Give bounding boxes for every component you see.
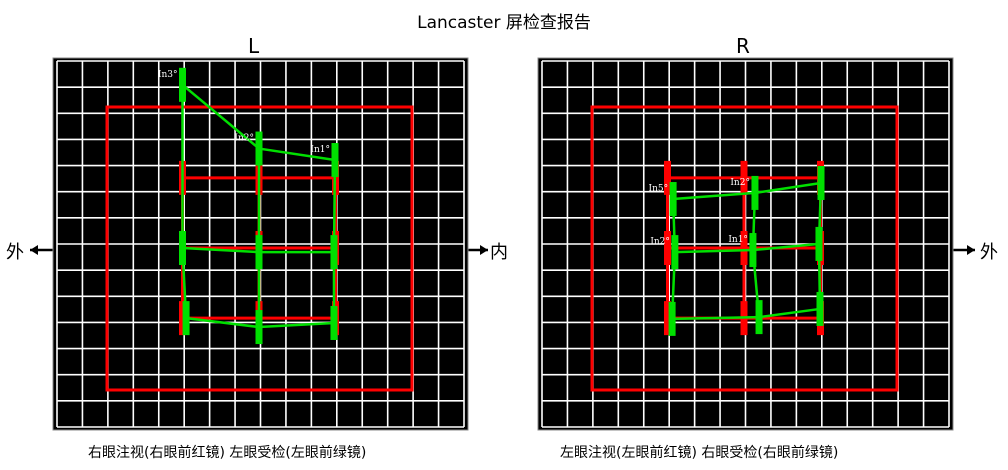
green-deviation-connector: [185, 316, 260, 329]
outer-direction-left-label: 外: [6, 242, 24, 263]
green-deviation-connector: [258, 321, 335, 329]
red-fixation-marker: [664, 301, 671, 336]
green-deviation-connector: [754, 181, 822, 195]
green-deviation-marker: [749, 233, 757, 268]
red-reference-frame: [105, 105, 414, 392]
green-deviation-marker: [255, 131, 263, 166]
green-deviation-marker: [179, 67, 186, 102]
green-deviation-marker: [671, 235, 679, 270]
red-fixation-marker: [179, 301, 186, 336]
panel-L: In3° In2° In1°: [52, 57, 469, 431]
left-eye-label: L: [248, 34, 260, 58]
green-deviation-marker: [255, 235, 263, 270]
green-deviation-marker: [668, 301, 676, 336]
red-fixation-marker: [740, 231, 748, 265]
right-panel-caption: 左眼注视(左眼前红镜) 右眼受检(右眼前绿镜): [560, 445, 839, 461]
green-deviation-connector: [182, 246, 260, 254]
green-deviation-connector: [673, 191, 756, 201]
green-deviation-connector: [758, 307, 821, 319]
left-panel-caption: 右眼注视(右眼前红镜) 左眼受检(左眼前绿镜): [88, 445, 367, 461]
arrowhead-icon: [480, 245, 488, 255]
report-title: Lancaster 屏检查报告: [417, 13, 591, 33]
green-deviation-marker: [816, 291, 824, 326]
green-deviation-marker: [755, 300, 763, 335]
right-eye-label: R: [736, 34, 750, 58]
green-deviation-marker: [182, 301, 190, 336]
red-reference-frame: [590, 105, 899, 392]
arrowhead-icon: [30, 245, 38, 255]
inner-direction-label: 内: [490, 242, 508, 263]
outer-direction-right-label: 外: [980, 242, 998, 263]
green-deviation-connector: [258, 147, 336, 162]
green-deviation-marker: [179, 231, 186, 265]
panel-R: In5° In2° In2° In1°: [537, 57, 954, 431]
red-fixation-marker: [664, 231, 671, 265]
green-deviation-marker: [669, 182, 677, 217]
deviation-annotation: In2°: [730, 178, 750, 188]
green-deviation-marker: [815, 226, 823, 261]
green-deviation-connector: [752, 242, 820, 252]
deviation-annotation: In5°: [649, 184, 669, 194]
green-deviation-connector: [672, 315, 760, 321]
red-fixation-marker: [664, 160, 671, 195]
deviation-annotation: In1°: [310, 145, 330, 155]
green-deviation-marker: [751, 175, 759, 210]
green-deviation-connector: [181, 83, 260, 150]
green-deviation-marker: [817, 165, 825, 200]
deviation-annotation: In1°: [728, 235, 748, 245]
green-deviation-marker: [330, 305, 338, 340]
green-deviation-marker: [331, 143, 339, 178]
direction-arrows: [30, 245, 975, 255]
deviation-annotation: In2°: [650, 237, 670, 247]
arrowhead-icon: [967, 245, 975, 255]
green-deviation-marker: [255, 310, 263, 345]
green-deviation-marker: [330, 235, 338, 270]
deviation-annotation: In2°: [234, 134, 254, 144]
red-fixation-marker: [740, 160, 748, 195]
green-deviation-connector: [674, 248, 753, 254]
deviation-annotation: In3°: [158, 70, 178, 80]
